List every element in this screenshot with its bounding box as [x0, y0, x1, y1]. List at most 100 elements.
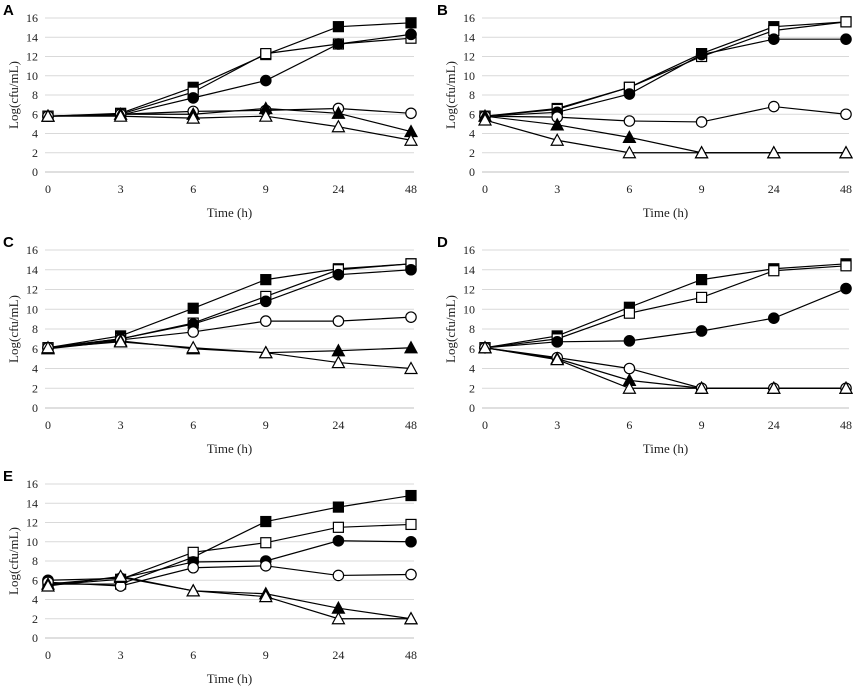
x-tick-label: 24 — [768, 182, 780, 196]
y-tick-label: 2 — [32, 146, 38, 160]
data-point-open-circle — [695, 116, 708, 128]
data-point-open-triangle — [331, 119, 346, 133]
y-tick-label: 8 — [469, 322, 475, 336]
x-axis-title: Time (h) — [643, 441, 688, 456]
data-point-open-triangle — [550, 132, 565, 146]
x-axis-title: Time (h) — [207, 671, 252, 686]
data-point-open-triangle — [40, 108, 56, 122]
y-axis-title: Log(cfu/mL) — [6, 295, 21, 363]
data-point-filled-square — [405, 17, 417, 29]
series-line-open-square — [484, 21, 847, 117]
x-tick-label: 24 — [332, 182, 344, 196]
data-point-open-triangle — [838, 380, 854, 394]
data-point-open-triangle — [477, 340, 493, 354]
panel-letter: C — [3, 234, 14, 251]
y-tick-label: 6 — [32, 573, 38, 587]
y-tick-label: 0 — [469, 401, 475, 415]
y-axis-title: Log(cfu/mL) — [443, 61, 458, 129]
data-point-filled-square — [260, 515, 272, 528]
data-point-open-triangle — [694, 380, 709, 394]
y-tick-label: 14 — [26, 263, 38, 277]
y-tick-label: 4 — [32, 593, 38, 607]
data-point-open-triangle — [113, 334, 128, 348]
data-point-open-triangle — [694, 145, 709, 159]
series-line-filled-triangle — [47, 340, 412, 354]
y-tick-label: 8 — [469, 88, 475, 102]
y-tick-label: 10 — [26, 302, 38, 316]
y-tick-label: 8 — [32, 554, 38, 568]
data-point-open-square — [260, 48, 272, 60]
y-tick-label: 14 — [463, 30, 475, 44]
data-point-open-triangle — [186, 110, 201, 124]
series-line-open-square — [47, 37, 412, 117]
data-point-open-square — [695, 291, 708, 303]
data-point-open-circle — [405, 568, 417, 581]
x-tick-label: 9 — [263, 182, 269, 196]
panel-letter: E — [3, 468, 13, 485]
data-point-filled-circle — [187, 92, 199, 104]
data-point-filled-triangle — [550, 117, 565, 131]
data-point-open-triangle — [186, 340, 201, 354]
data-point-filled-square — [332, 501, 344, 513]
x-tick-label: 24 — [768, 418, 780, 432]
y-tick-label: 2 — [32, 381, 38, 395]
x-tick-label: 0 — [45, 648, 51, 662]
y-tick-label: 10 — [26, 535, 38, 549]
y-tick-label: 10 — [463, 302, 475, 316]
series-line-open-triangle — [484, 347, 846, 389]
data-point-open-circle — [840, 108, 852, 121]
data-point-open-triangle — [622, 380, 637, 394]
y-tick-label: 4 — [32, 362, 38, 376]
x-tick-label: 6 — [626, 182, 632, 196]
data-point-filled-triangle — [403, 340, 419, 354]
x-tick-label: 3 — [554, 418, 560, 432]
x-tick-label: 48 — [405, 418, 417, 432]
data-point-open-triangle — [331, 355, 346, 369]
series-line-open-triangle — [484, 119, 846, 154]
data-point-open-circle — [405, 107, 417, 120]
data-point-filled-square — [695, 274, 708, 286]
y-tick-label: 6 — [469, 107, 475, 121]
series-line-filled-circle — [47, 33, 412, 117]
series-line-open-square — [47, 523, 412, 586]
data-point-open-triangle — [403, 132, 419, 146]
data-point-open-square — [332, 521, 344, 533]
y-tick-label: 4 — [469, 362, 475, 376]
data-point-open-circle — [623, 362, 636, 375]
x-axis-title: Time (h) — [643, 205, 688, 220]
y-tick-label: 2 — [32, 612, 38, 626]
y-tick-label: 16 — [26, 243, 38, 257]
y-tick-label: 4 — [32, 127, 38, 141]
data-point-open-square — [405, 518, 417, 531]
y-tick-label: 0 — [469, 165, 475, 179]
data-point-open-triangle — [113, 569, 128, 583]
data-point-filled-circle — [405, 535, 417, 548]
x-tick-label: 48 — [405, 182, 417, 196]
series-line-filled-circle — [484, 38, 846, 117]
x-axis-title: Time (h) — [207, 441, 252, 456]
y-tick-label: 0 — [32, 165, 38, 179]
series-line-open-square — [47, 263, 412, 349]
series-line-open-square — [484, 265, 847, 349]
y-tick-label: 12 — [463, 283, 475, 297]
y-tick-label: 12 — [26, 50, 38, 64]
x-tick-label: 3 — [118, 182, 124, 196]
y-tick-label: 16 — [463, 243, 475, 257]
data-point-open-circle — [187, 326, 199, 338]
data-point-filled-circle — [259, 74, 272, 87]
y-tick-label: 6 — [32, 107, 38, 121]
data-point-open-circle — [187, 561, 199, 574]
x-tick-label: 9 — [263, 648, 269, 662]
data-point-open-triangle — [40, 578, 56, 592]
y-tick-label: 10 — [463, 69, 475, 83]
series-line-open-circle — [47, 316, 412, 349]
x-tick-label: 6 — [190, 648, 196, 662]
data-point-open-circle — [332, 315, 345, 327]
data-point-open-triangle — [622, 145, 637, 159]
y-axis-title: Log(cfu/mL) — [443, 295, 458, 363]
